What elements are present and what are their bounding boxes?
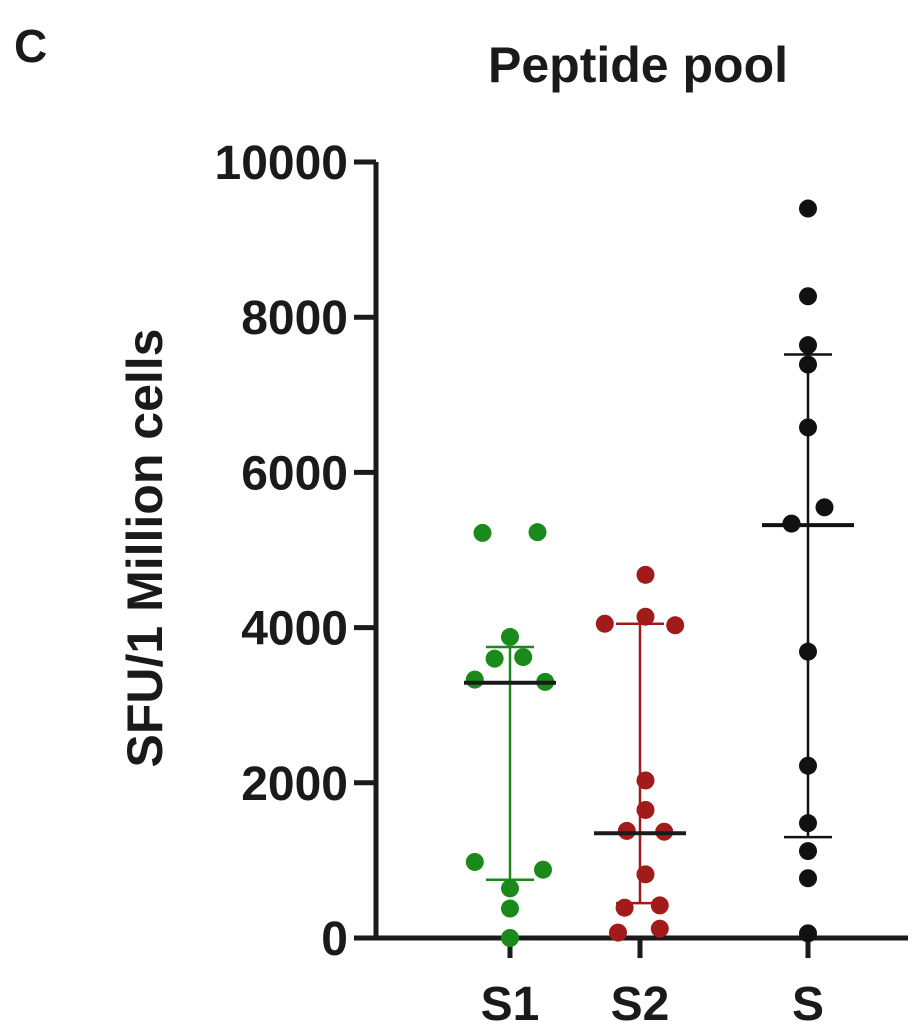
data-point [501, 627, 519, 646]
data-point [501, 929, 519, 947]
data-point [636, 865, 655, 884]
y-tick-label: 8000 [241, 292, 348, 345]
data-point [595, 614, 614, 633]
data-point [799, 869, 817, 888]
data-point [799, 287, 817, 306]
y-tick-label: 6000 [241, 447, 348, 500]
y-axis-label: SFU/1 Million cells [117, 329, 173, 768]
data-point [615, 898, 634, 917]
data-point [799, 199, 817, 218]
data-point [528, 523, 547, 542]
data-point [650, 896, 669, 915]
data-point [636, 800, 655, 819]
data-point [650, 919, 669, 938]
plot-area [464, 199, 854, 947]
data-point [799, 924, 817, 943]
data-point [799, 842, 817, 861]
data-point [514, 648, 533, 667]
y-axis: 0 2000 4000 6000 8000 10000 [215, 137, 379, 966]
chart-title: Peptide pool [488, 37, 788, 93]
series-S2 [594, 565, 686, 942]
data-point [799, 814, 817, 833]
data-point [799, 418, 817, 437]
data-point [799, 355, 817, 374]
y-tick-label: 4000 [241, 603, 348, 656]
data-point [485, 649, 504, 668]
x-tick-label: S [792, 978, 824, 1031]
data-point [473, 523, 492, 542]
data-point [799, 642, 817, 661]
series-S1 [464, 523, 556, 947]
data-point [501, 879, 519, 898]
x-tick-label: S1 [481, 978, 540, 1031]
data-point [465, 852, 484, 871]
x-axis: S1 S2 S [374, 935, 908, 1031]
data-point [609, 923, 627, 942]
data-point [636, 607, 655, 626]
y-tick-label: 10000 [215, 137, 348, 190]
data-point [636, 771, 655, 790]
data-point [799, 756, 817, 775]
y-tick-label: 0 [321, 913, 348, 966]
data-point [501, 899, 519, 918]
data-point [799, 336, 817, 355]
data-point [534, 860, 552, 879]
series-S [762, 199, 854, 943]
data-point [815, 498, 834, 517]
panel-label: C [14, 20, 47, 72]
y-tick-label: 2000 [241, 758, 348, 811]
data-point [666, 616, 685, 635]
data-point [636, 565, 655, 584]
data-point [617, 821, 636, 840]
x-tick-label: S2 [611, 978, 670, 1031]
data-point [465, 670, 484, 689]
